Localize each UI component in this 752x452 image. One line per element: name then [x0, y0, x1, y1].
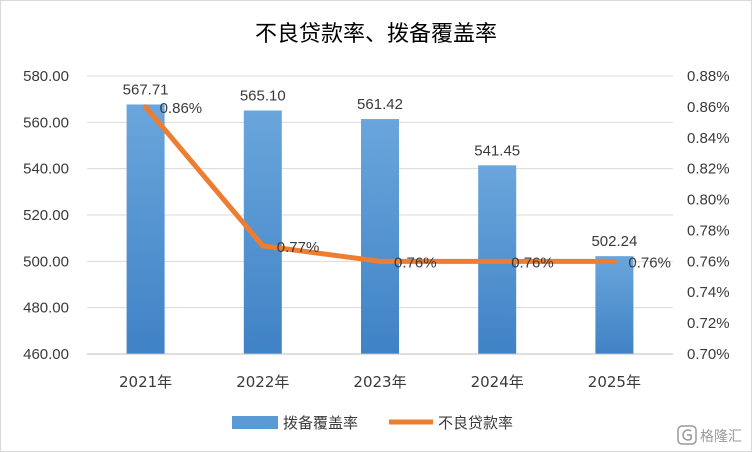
bar-2023: [361, 119, 399, 354]
line-point: [611, 258, 617, 264]
right-tick-label: 0.84%: [687, 130, 730, 147]
left-tick-label: 480.00: [23, 300, 69, 317]
right-tick-label: 0.76%: [687, 253, 730, 270]
left-tick-label: 500.00: [23, 253, 69, 270]
right-tick-label: 0.86%: [687, 99, 730, 116]
bar-data-label: 561.42: [357, 96, 403, 113]
x-axis: 2021年 2022年 2023年 2024年 2025年: [87, 353, 673, 391]
line-data-label: 0.86%: [160, 100, 203, 117]
line-data-labels: 0.86% 0.77% 0.76% 0.76% 0.76%: [160, 100, 671, 271]
right-tick-label: 0.82%: [687, 161, 730, 178]
right-tick-label: 0.74%: [687, 284, 730, 301]
x-tick-label: 2024年: [471, 373, 524, 391]
line-data-label: 0.77%: [277, 239, 320, 256]
bar-series: [126, 104, 634, 354]
left-tick-label: 560.00: [23, 114, 69, 131]
line-point: [143, 104, 149, 110]
right-tick-label: 0.88%: [687, 68, 730, 85]
bar-data-label: 541.45: [474, 142, 520, 159]
bar-data-labels: 567.71 565.10 561.42 541.45 502.24: [123, 81, 638, 250]
watermark: 格隆汇: [677, 425, 742, 445]
line-data-label: 0.76%: [628, 254, 671, 271]
bar-2025: [595, 256, 634, 354]
right-tick-label: 0.78%: [687, 222, 730, 239]
right-tick-label: 0.70%: [687, 346, 730, 363]
line-point: [260, 243, 266, 249]
bar-data-label: 565.10: [240, 88, 286, 105]
line-series: [143, 104, 617, 264]
left-tick-label: 520.00: [23, 207, 69, 224]
line-data-label: 0.76%: [511, 254, 554, 271]
line-point: [377, 258, 383, 264]
left-tick-label: 460.00: [23, 346, 69, 363]
x-tick-label: 2023年: [353, 373, 406, 391]
x-tick-label: 2025年: [588, 373, 641, 391]
legend: 拨备覆盖率 不良贷款率: [232, 414, 513, 432]
x-tick-label: 2021年: [119, 373, 172, 391]
g-logo-icon: [677, 425, 697, 445]
bar-data-label: 567.71: [123, 81, 169, 98]
left-axis: 460.00 480.00 500.00 520.00 540.00 560.00 580.…: [23, 68, 69, 363]
legend-swatch-bar: [232, 416, 278, 429]
watermark-text: 格隆汇: [700, 429, 742, 445]
x-tick-label: 2022年: [236, 373, 289, 391]
left-tick-label: 540.00: [23, 161, 69, 178]
right-tick-label: 0.72%: [687, 315, 730, 332]
left-tick-label: 580.00: [23, 68, 69, 85]
right-tick-label: 0.80%: [687, 192, 730, 209]
bar-data-label: 502.24: [591, 233, 637, 250]
legend-label-bar: 拨备覆盖率: [283, 414, 358, 432]
right-axis: 0.70% 0.72% 0.74% 0.76% 0.78% 0.80% 0.82% 0.84%…: [687, 68, 730, 363]
line-data-label: 0.76%: [394, 254, 437, 271]
bar-2021: [126, 104, 165, 354]
line-point: [494, 258, 500, 264]
legend-label-line: 不良贷款率: [438, 414, 513, 432]
chart-title: 不良贷款率、拨备覆盖率: [255, 22, 497, 47]
